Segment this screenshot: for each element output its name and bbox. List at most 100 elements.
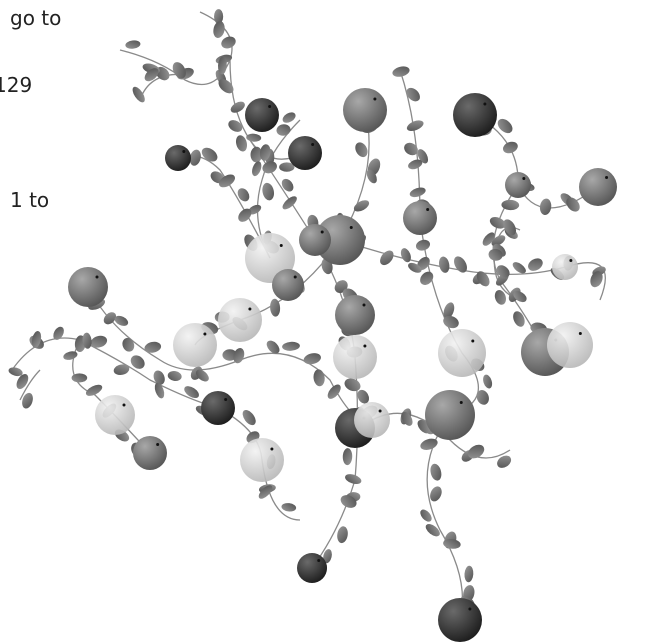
- leaf: [128, 353, 147, 372]
- berry-tip: [350, 226, 353, 229]
- leaf: [182, 384, 201, 401]
- berry: [218, 298, 262, 342]
- leaf: [342, 448, 352, 465]
- leaf: [353, 140, 370, 159]
- berry-tip: [579, 332, 582, 335]
- berry-tip: [605, 176, 608, 179]
- berry: [425, 390, 475, 440]
- vine: [12, 338, 300, 520]
- berry-tip: [483, 103, 486, 106]
- leaf: [281, 502, 297, 512]
- berries: [68, 88, 617, 642]
- berry: [272, 269, 304, 301]
- berry-tip: [268, 105, 271, 108]
- leaf: [226, 118, 244, 135]
- berry: [505, 172, 531, 198]
- leaf: [391, 65, 410, 79]
- berry: [133, 436, 167, 470]
- leaves: [8, 9, 608, 610]
- berry-tip: [460, 401, 463, 404]
- leaf: [438, 256, 451, 274]
- berry: [201, 391, 235, 425]
- berry-tip: [311, 143, 314, 146]
- text-line: 1 to: [10, 188, 49, 212]
- text-line: 129: [0, 73, 32, 97]
- leaf: [281, 110, 298, 125]
- leaf: [415, 238, 432, 252]
- berry-tip: [182, 150, 185, 153]
- leaf: [511, 309, 527, 328]
- berry-tip: [522, 177, 525, 180]
- leaf: [235, 186, 251, 204]
- berry-tip: [280, 244, 283, 247]
- berry-tip: [426, 208, 429, 211]
- berry: [95, 395, 135, 435]
- leaf: [424, 522, 442, 539]
- leaf: [120, 336, 136, 353]
- leaf: [429, 463, 443, 482]
- berry: [438, 329, 486, 377]
- berry: [299, 224, 331, 256]
- leaf: [336, 526, 349, 544]
- berry: [165, 145, 191, 171]
- illustration-screen: go to 129 1 to: [0, 0, 645, 644]
- berry-tip: [317, 559, 320, 562]
- berry-tip: [373, 98, 376, 101]
- leaf: [303, 352, 323, 366]
- berry-tip: [156, 443, 159, 446]
- leaf: [280, 194, 299, 212]
- berry-tip: [224, 398, 227, 401]
- berry: [245, 98, 279, 132]
- leaf: [464, 565, 474, 582]
- leaf: [212, 20, 226, 39]
- berry: [403, 201, 437, 235]
- berry-tip: [363, 304, 366, 307]
- berry: [68, 267, 108, 307]
- berry-tip: [471, 340, 474, 343]
- leaf: [539, 198, 552, 216]
- berry-tip: [379, 410, 382, 413]
- leaf: [250, 160, 263, 177]
- leaf: [62, 350, 78, 362]
- leaf: [153, 382, 166, 400]
- berry-tip: [270, 448, 273, 451]
- leaf: [246, 133, 262, 142]
- leaf: [113, 363, 130, 376]
- leaf: [313, 369, 326, 387]
- berry: [335, 295, 375, 335]
- leaf: [279, 177, 295, 194]
- berry-tip: [203, 333, 206, 336]
- berry: [288, 136, 322, 170]
- leaf: [526, 256, 545, 274]
- leaf: [428, 485, 444, 504]
- vine-illustration: [0, 0, 645, 644]
- berry: [579, 168, 617, 206]
- leaf: [481, 374, 493, 390]
- berry-tip: [294, 276, 297, 279]
- leaf: [261, 159, 279, 175]
- leaf: [282, 341, 300, 351]
- leaf: [501, 140, 519, 156]
- berry: [354, 402, 390, 438]
- leaf: [261, 182, 276, 202]
- berry-tip: [123, 404, 126, 407]
- berry-tip: [468, 608, 471, 611]
- leaf: [72, 373, 88, 382]
- berry-tip: [321, 231, 324, 234]
- berry: [547, 322, 593, 368]
- berry: [297, 553, 327, 583]
- berry-tip: [569, 259, 572, 262]
- leaf: [399, 247, 413, 264]
- berry: [333, 335, 377, 379]
- berry-tip: [248, 308, 251, 311]
- leaf: [167, 370, 182, 382]
- leaf: [125, 40, 141, 50]
- leaf: [405, 118, 425, 133]
- berry: [453, 93, 497, 137]
- berry: [438, 598, 482, 642]
- leaf: [276, 123, 292, 136]
- leaf: [219, 34, 237, 50]
- berry: [343, 88, 387, 132]
- berry-tip: [96, 276, 99, 279]
- leaf: [89, 334, 108, 350]
